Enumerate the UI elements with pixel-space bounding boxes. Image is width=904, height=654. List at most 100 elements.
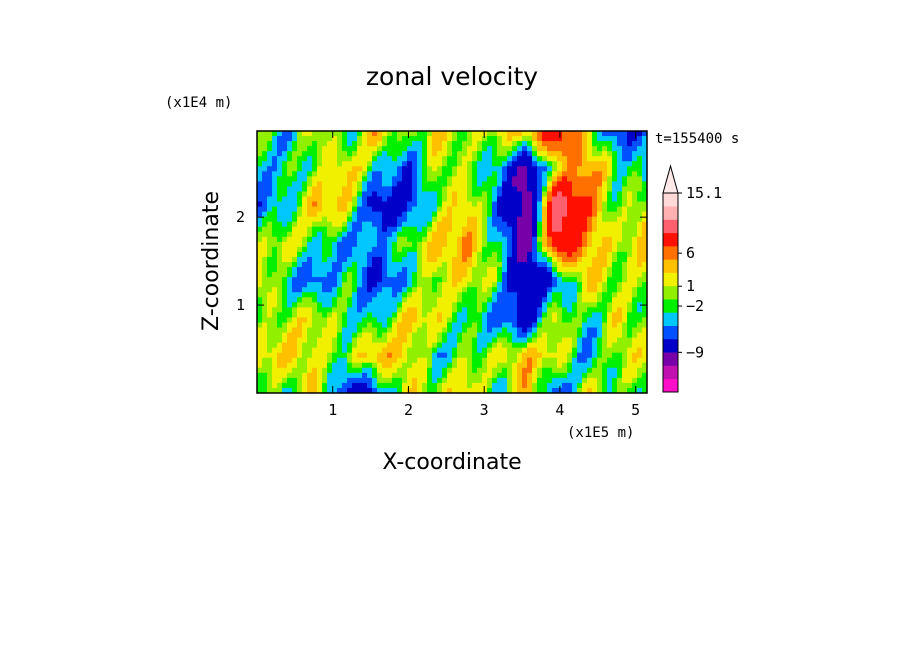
contour-cell [512, 322, 518, 329]
contour-cell [512, 387, 518, 393]
contour-cell [292, 287, 298, 293]
contour-cell [362, 251, 368, 258]
contour-cell [357, 302, 363, 308]
contour-cell [372, 387, 378, 393]
contour-cell [447, 226, 453, 233]
contour-cell [442, 262, 448, 268]
contour-cell [492, 327, 498, 334]
contour-cell [507, 241, 513, 248]
contour-cell [347, 327, 353, 334]
contour-cell [462, 372, 468, 379]
contour-cell [577, 302, 583, 308]
contour-cell [327, 322, 333, 329]
contour-cell [587, 206, 593, 213]
contour-cell [622, 171, 628, 177]
contour-cell [527, 141, 533, 147]
contour-cell [342, 196, 348, 203]
contour-cell [327, 337, 333, 344]
contour-cell [377, 367, 383, 374]
contour-cell [557, 171, 563, 177]
contour-cell [567, 307, 573, 313]
contour-cell [572, 287, 578, 293]
contour-cell [412, 297, 418, 303]
contour-cell [367, 236, 373, 243]
contour-cell [587, 317, 593, 324]
contour-cell [532, 171, 538, 177]
contour-cell [642, 141, 647, 147]
contour-cell [582, 241, 588, 248]
contour-cell [432, 156, 438, 162]
contour-cell [377, 282, 383, 288]
contour-cell [362, 322, 368, 329]
contour-cell [567, 302, 573, 308]
contour-cell [412, 347, 418, 354]
contour-cell [432, 161, 438, 167]
contour-cell [482, 287, 488, 293]
contour-cell [277, 176, 283, 182]
contour-cell [562, 191, 568, 198]
contour-cell [442, 322, 448, 329]
contour-cell [307, 141, 313, 147]
contour-cell [377, 216, 383, 223]
contour-cell [277, 156, 283, 162]
contour-cell [437, 362, 443, 369]
contour-cell [392, 186, 398, 193]
contour-cell [337, 246, 343, 253]
contour-cell [507, 131, 513, 137]
contour-cell [532, 387, 538, 393]
contour-cell [432, 146, 438, 152]
contour-cell [277, 282, 283, 288]
contour-cell [542, 297, 548, 303]
contour-cell [552, 246, 558, 253]
contour-cell [367, 166, 373, 172]
contour-cell [267, 267, 273, 273]
contour-cell [607, 292, 613, 298]
contour-cell [392, 347, 398, 354]
contour-cell [637, 377, 643, 384]
contour-cell [537, 241, 543, 248]
contour-cell [612, 146, 618, 152]
contour-cell [372, 317, 378, 324]
contour-cell [552, 186, 558, 193]
contour-cell [372, 337, 378, 344]
contour-cell [447, 196, 453, 203]
contour-cell [377, 327, 383, 334]
contour-cell [637, 251, 643, 258]
contour-cell [522, 262, 528, 268]
contour-cell [382, 382, 388, 389]
contour-cell [547, 206, 553, 213]
contour-cell [607, 262, 613, 268]
contour-cell [587, 357, 593, 364]
contour-cell [322, 236, 328, 243]
contour-cell [617, 347, 623, 354]
contour-cell [592, 322, 598, 329]
contour-cell [292, 186, 298, 193]
contour-cell [612, 282, 618, 288]
contour-cell [587, 347, 593, 354]
contour-cell [497, 221, 503, 228]
contour-cell [502, 352, 508, 359]
contour-cell [417, 216, 423, 223]
contour-cell [407, 272, 413, 278]
contour-cell [437, 231, 443, 238]
contour-cell [377, 241, 383, 248]
contour-cell [537, 357, 543, 364]
contour-cell [617, 151, 623, 157]
contour-cell [602, 256, 608, 263]
contour-cell [412, 136, 418, 142]
contour-cell [352, 367, 358, 374]
contour-cell [417, 337, 423, 344]
contour-cell [342, 357, 348, 364]
contour-cell [257, 382, 263, 389]
contour-cell [372, 236, 378, 243]
contour-cell [642, 216, 647, 223]
contour-cell [607, 201, 613, 208]
contour-cell [452, 377, 458, 384]
contour-cell [572, 251, 578, 258]
contour-cell [597, 251, 603, 258]
contour-cell [527, 287, 533, 293]
contour-cell [587, 327, 593, 334]
contour-cell [392, 161, 398, 167]
contour-cell [432, 241, 438, 248]
contour-cell [457, 327, 463, 334]
